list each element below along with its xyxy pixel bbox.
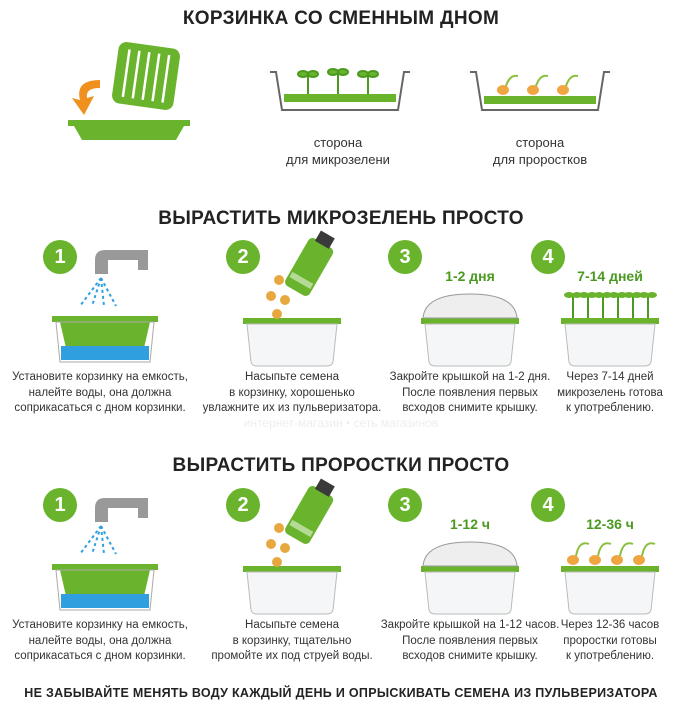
main-title: КОРЗИНКА СО СМЕННЫМ ДНОМ [182,8,500,29]
footer-note: НЕ ЗАБЫВАЙТЕ МЕНЯТЬ ВОДУ КАЖДЫЙ ДЕНЬ И О… [24,686,658,700]
step-description: Через 7-14 дней микрозелень готова к упо… [557,371,663,414]
step-number-badge: 1 [43,488,77,522]
sprouts-side-diagram [470,71,610,111]
duration-label: 7-14 дней [577,268,643,284]
seed-bottle-icon [266,230,335,319]
lid-icon [422,293,518,319]
step-description: Установите корзинку на емкость, налейте … [12,371,188,414]
sprouts-side-label: сторона для проростков [492,135,588,167]
seed-bottle-icon [266,478,335,567]
faucet-water-icon [52,498,158,611]
container-icon [561,566,659,615]
step-description: Установите корзинку на емкость, налейте … [12,619,188,662]
container-icon [561,318,659,367]
step-description: Насыпьте семена в корзинку, тщательно пр… [211,619,373,662]
step-description: Закройте крышкой на 1-12 часов. После по… [380,619,560,662]
duration-label: 1-12 ч [449,516,491,532]
basket-with-insert-icon [68,42,190,140]
lid-icon [422,541,518,567]
container-icon [243,318,341,367]
step-number-badge: 3 [388,488,422,522]
container-icon [421,566,519,615]
section-sprouts-title: ВЫРАСТИТЬ ПРОРОСТКИ ПРОСТО [172,455,510,476]
step-number-badge: 3 [388,240,422,274]
section-microgreens-title: ВЫРАСТИТЬ МИКРОЗЕЛЕНЬ ПРОСТО [158,208,524,229]
watermark-text: интернет-магазин • сеть магазинов [243,416,439,430]
duration-label: 1-2 дня [445,268,495,284]
step-number-badge: 4 [531,488,565,522]
microgreens-side-diagram [270,68,410,111]
duration-label: 12-36 ч [586,516,634,532]
faucet-water-icon [52,250,158,363]
step-description: Закройте крышкой на 1-2 дня. После появл… [389,371,551,414]
step-number-badge: 1 [43,240,77,274]
container-icon [421,318,519,367]
step-description: Насыпьте семена в корзинку, хорошенько у… [202,371,382,414]
step-description: Через 12-36 часов проростки готовы к упо… [560,619,660,662]
step-number-badge: 2 [226,240,260,274]
microgreens-side-label: сторона для микрозелени [286,135,390,167]
step-number-badge: 4 [531,240,565,274]
container-icon [243,566,341,615]
step-number-badge: 2 [226,488,260,522]
